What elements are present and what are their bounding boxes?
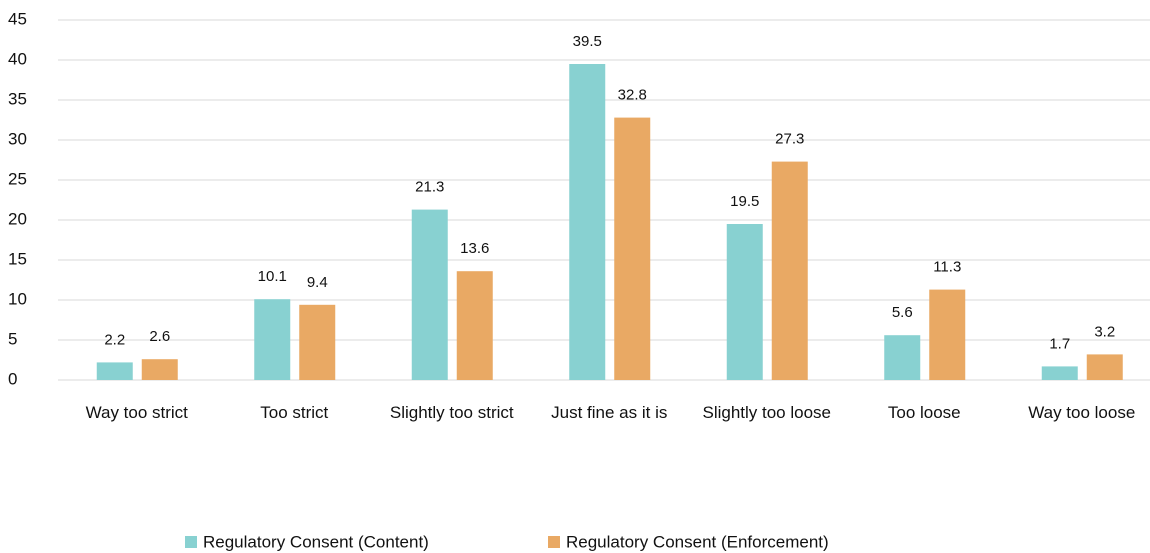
data-label: 9.4 bbox=[307, 274, 328, 291]
bar bbox=[1041, 366, 1078, 380]
y-tick-label: 5 bbox=[8, 329, 17, 348]
x-tick-label: Way too strict bbox=[85, 403, 188, 422]
y-tick-label: 35 bbox=[8, 89, 27, 108]
y-tick-label: 15 bbox=[8, 249, 27, 268]
data-label: 2.6 bbox=[149, 328, 170, 345]
y-tick-label: 20 bbox=[8, 209, 27, 228]
y-tick-label: 40 bbox=[8, 49, 27, 68]
legend-label: Regulatory Consent (Content) bbox=[203, 532, 429, 551]
bar bbox=[411, 209, 448, 380]
bar bbox=[299, 304, 336, 380]
x-tick-label: Just fine as it is bbox=[551, 403, 668, 422]
y-tick-label: 25 bbox=[8, 169, 27, 188]
bar bbox=[254, 299, 291, 380]
data-label: 32.8 bbox=[618, 87, 647, 104]
bar bbox=[456, 271, 493, 380]
data-label: 21.3 bbox=[415, 179, 444, 196]
data-label: 19.5 bbox=[730, 193, 759, 210]
data-label: 1.7 bbox=[1049, 335, 1070, 352]
bar bbox=[614, 117, 651, 380]
x-tick-label: Slightly too loose bbox=[702, 403, 832, 422]
y-tick-label: 45 bbox=[8, 9, 27, 28]
y-tick-label: 0 bbox=[8, 369, 17, 388]
x-tick-label: Too strict bbox=[260, 403, 329, 422]
bar bbox=[141, 359, 178, 380]
data-label: 5.6 bbox=[892, 304, 913, 321]
data-label: 13.6 bbox=[460, 240, 489, 257]
data-label: 27.3 bbox=[775, 131, 804, 148]
x-tick-label: Too loose bbox=[887, 403, 961, 422]
legend-swatch bbox=[548, 536, 560, 548]
bar bbox=[929, 289, 966, 380]
y-tick-label: 30 bbox=[8, 129, 27, 148]
data-label: 39.5 bbox=[573, 33, 602, 50]
data-label: 10.1 bbox=[258, 268, 287, 285]
bar bbox=[884, 335, 921, 380]
bar bbox=[1086, 354, 1123, 380]
data-label: 11.3 bbox=[933, 259, 961, 276]
x-tick-label: Way too loose bbox=[1028, 403, 1136, 422]
y-tick-label: 10 bbox=[8, 289, 27, 308]
legend-label: Regulatory Consent (Enforcement) bbox=[566, 532, 829, 551]
bar bbox=[96, 362, 133, 380]
bar bbox=[569, 64, 606, 380]
data-label: 2.2 bbox=[104, 331, 125, 348]
bar bbox=[771, 161, 808, 380]
data-label: 3.2 bbox=[1094, 323, 1115, 340]
x-tick-label: Slightly too strict bbox=[389, 403, 514, 422]
legend-swatch bbox=[185, 536, 197, 548]
bar bbox=[726, 224, 763, 380]
